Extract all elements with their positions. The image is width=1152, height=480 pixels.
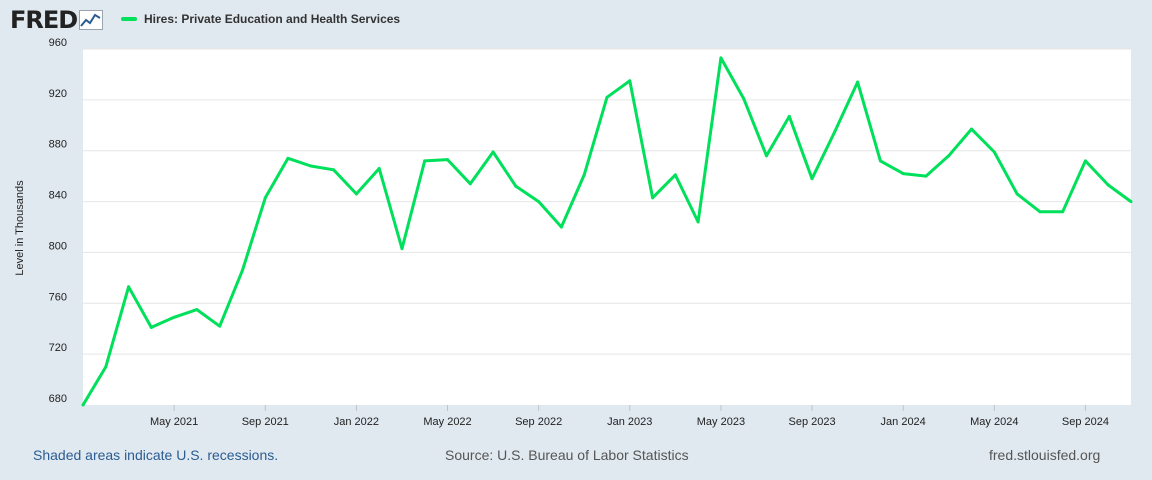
data-point[interactable] [514,184,518,188]
data-point[interactable] [286,156,290,160]
data-point[interactable] [833,130,837,134]
data-point[interactable] [1061,210,1065,214]
data-point[interactable] [582,173,586,177]
fred-logo[interactable]: FRED [10,6,104,34]
x-tick-label: May 2024 [970,416,1018,428]
chart-line-icon [79,10,104,30]
data-point[interactable] [1083,159,1087,163]
data-point[interactable] [537,200,541,204]
x-tick-label: May 2022 [423,416,471,428]
data-point[interactable] [81,403,85,407]
data-point[interactable] [992,150,996,154]
y-tick-label: 680 [49,393,67,405]
data-point[interactable] [172,315,176,319]
data-point[interactable] [491,150,495,154]
x-tick-label: Jan 2024 [881,416,926,428]
data-point[interactable] [1106,183,1110,187]
y-tick-label: 840 [49,190,67,202]
y-tick-label: 760 [49,291,67,303]
data-point[interactable] [787,114,791,118]
y-tick-label: 920 [49,88,67,100]
data-point[interactable] [354,192,358,196]
y-tick-labels: 680 720 760 800 840 880 920 960 [49,37,67,405]
data-point[interactable] [149,325,153,329]
data-point[interactable] [468,182,472,186]
data-point[interactable] [240,268,244,272]
data-point[interactable] [559,225,563,229]
data-point[interactable] [947,154,951,158]
data-point[interactable] [719,56,723,60]
legend-label: Hires: Private Education and Health Serv… [144,12,401,26]
data-point[interactable] [1129,200,1133,204]
data-point[interactable] [195,308,199,312]
data-point[interactable] [810,177,814,181]
y-tick-label: 800 [49,240,67,252]
data-point[interactable] [218,324,222,328]
data-point[interactable] [605,95,609,99]
legend-swatch [121,17,137,21]
x-tick-label: May 2021 [150,416,198,428]
x-tick-label: May 2023 [697,416,745,428]
data-point[interactable] [696,220,700,224]
data-point[interactable] [263,196,267,200]
data-point[interactable] [446,158,450,162]
x-tick-labels: May 2021 Sep 2021 Jan 2022 May 2022 Sep 2022… [150,405,1109,428]
y-tick-label: 960 [49,37,67,49]
data-point[interactable] [377,167,381,171]
x-tick-label: Sep 2021 [242,416,289,428]
data-point[interactable] [628,79,632,83]
series-points [81,56,1133,407]
data-point[interactable] [764,154,768,158]
data-point[interactable] [970,127,974,131]
data-point[interactable] [924,174,928,178]
y-tick-label: 720 [49,342,67,354]
x-tick-label: Sep 2024 [1062,416,1109,428]
data-point[interactable] [104,365,108,369]
data-point[interactable] [901,172,905,176]
site-link[interactable]: fred.stlouisfed.org [989,447,1101,463]
data-point[interactable] [423,159,427,163]
data-point[interactable] [651,196,655,200]
data-point[interactable] [400,247,404,251]
data-point[interactable] [742,97,746,101]
data-point[interactable] [309,164,313,168]
x-tick-label: Jan 2022 [334,416,379,428]
x-tick-label: Sep 2023 [788,416,835,428]
recession-note-link[interactable]: Shaded areas indicate U.S. recessions. [33,447,279,463]
x-tick-label: Jan 2023 [607,416,652,428]
data-point[interactable] [673,173,677,177]
data-point[interactable] [856,80,860,84]
chart-legend: Hires: Private Education and Health Serv… [121,10,400,28]
data-point[interactable] [1038,210,1042,214]
data-point[interactable] [878,159,882,163]
data-point[interactable] [332,168,336,172]
fred-logo-text: FRED [10,6,78,34]
data-point[interactable] [1015,192,1019,196]
data-point[interactable] [127,285,131,289]
source-text: Source: U.S. Bureau of Labor Statistics [445,447,689,463]
y-tick-label: 880 [49,139,67,151]
x-tick-label: Sep 2022 [515,416,562,428]
